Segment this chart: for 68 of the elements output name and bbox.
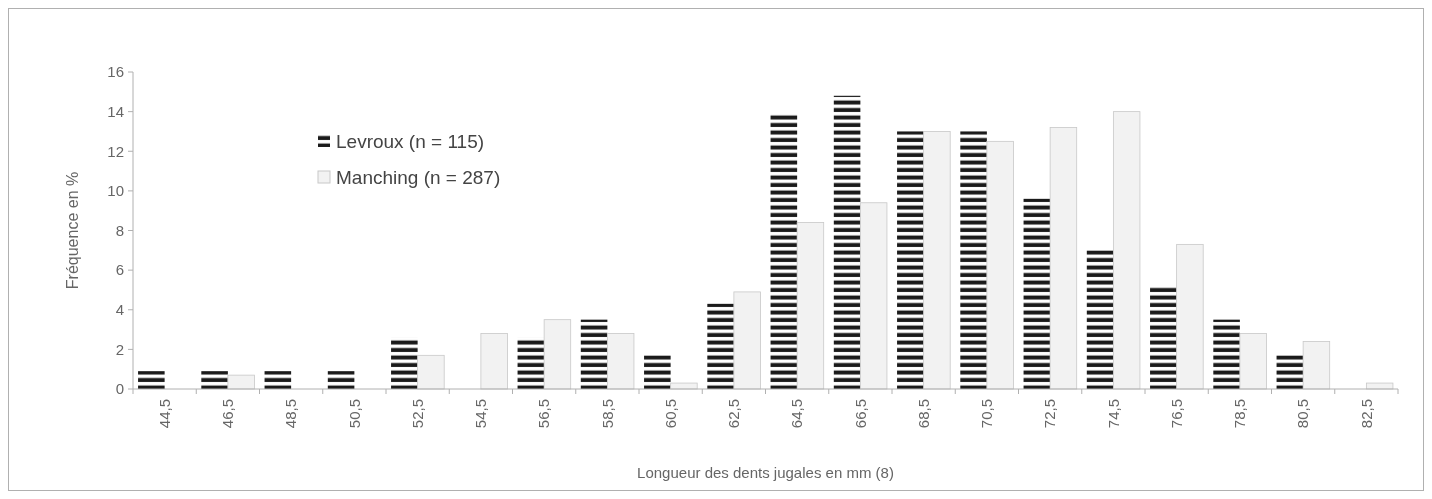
bar	[923, 131, 951, 390]
x-tick-label: 76,5	[1167, 399, 1185, 429]
y-tick-label: 4	[115, 301, 124, 318]
bar	[1150, 285, 1177, 389]
bar	[606, 333, 635, 390]
bar	[960, 131, 987, 389]
x-tick-label: 72,5	[1041, 399, 1059, 429]
bar	[517, 337, 545, 389]
bar	[1023, 198, 1051, 389]
bar	[1239, 333, 1267, 390]
bar	[1276, 355, 1304, 389]
x-tick-label: 56,5	[535, 399, 553, 429]
bar	[417, 354, 445, 390]
bar	[1112, 111, 1141, 390]
bar	[391, 337, 418, 389]
x-tick-label: 70,5	[978, 399, 996, 429]
bar	[1365, 382, 1394, 390]
y-tick-label: 10	[107, 182, 124, 200]
y-tick-label: 8	[115, 221, 124, 239]
bar	[201, 371, 228, 389]
bar	[986, 140, 1014, 390]
bar	[1302, 341, 1331, 390]
x-tick-label: 74,5	[1104, 399, 1122, 429]
y-tick-label: 14	[107, 102, 124, 120]
y-tick-label: 2	[115, 340, 124, 358]
x-tick-label: 46,5	[219, 399, 237, 429]
bar	[138, 371, 165, 389]
bar	[707, 303, 734, 389]
x-tick-label: 44,5	[155, 399, 173, 429]
x-axis-title: Longueur des dents jugales en mm (8)	[637, 464, 894, 481]
bar	[1176, 243, 1204, 390]
bar	[733, 291, 761, 390]
bar	[327, 371, 355, 389]
y-tick-label: 12	[107, 142, 124, 160]
bar	[543, 319, 572, 390]
x-tick-label: 82,5	[1357, 399, 1375, 429]
bar	[859, 202, 888, 390]
bar	[796, 222, 825, 390]
x-tick-label: 60,5	[661, 399, 679, 429]
x-tick-label: 62,5	[725, 399, 743, 429]
x-tick-label: 78,5	[1231, 399, 1249, 429]
bar	[897, 131, 924, 389]
legend-label: Levroux (n = 115)	[336, 130, 485, 152]
x-tick-label: 58,5	[598, 399, 616, 429]
bar	[833, 95, 861, 389]
x-tick-label: 48,5	[282, 399, 300, 429]
bar	[670, 382, 698, 390]
x-tick-label: 80,5	[1294, 399, 1312, 429]
y-tick-label: 0	[115, 380, 124, 398]
x-tick-label: 52,5	[408, 399, 426, 429]
y-tick-label: 16	[107, 63, 124, 81]
x-tick-label: 50,5	[345, 399, 363, 429]
bar	[264, 371, 292, 389]
x-tick-label: 54,5	[472, 399, 490, 429]
bar	[1086, 250, 1114, 389]
bar	[580, 319, 608, 389]
bar	[480, 333, 508, 390]
bar	[770, 113, 798, 389]
x-tick-label: 68,5	[914, 399, 932, 429]
bar	[227, 374, 255, 390]
bar	[1049, 127, 1078, 390]
x-tick-label: 66,5	[851, 399, 869, 429]
bar	[1213, 319, 1240, 389]
x-tick-label: 64,5	[788, 399, 806, 429]
y-tick-label: 6	[115, 261, 124, 279]
y-axis-title: Fréquence en %	[64, 171, 81, 290]
bar	[644, 355, 671, 389]
legend-label: Manching (n = 287)	[336, 166, 501, 188]
